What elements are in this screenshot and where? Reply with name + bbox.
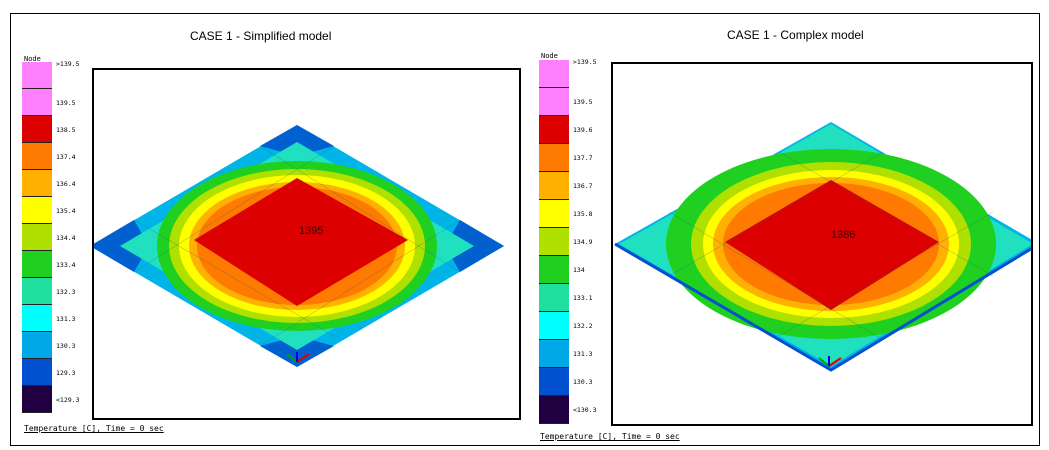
axis-triad bbox=[286, 352, 310, 363]
legend-swatch bbox=[539, 284, 569, 312]
legend-value: 134.9 bbox=[573, 238, 593, 246]
legend-swatch bbox=[22, 143, 52, 170]
figure-frame bbox=[10, 13, 1040, 446]
legend-swatch bbox=[22, 197, 52, 224]
temperature-contour-plot: 1386 bbox=[614, 122, 1031, 372]
legend-value: 134 bbox=[573, 266, 585, 274]
contour-plot-area: 1386 bbox=[611, 62, 1033, 426]
legend-swatch bbox=[22, 305, 52, 332]
legend-value: 139.5 bbox=[56, 98, 76, 107]
legend-value: >139.5 bbox=[573, 58, 597, 66]
legend-swatch bbox=[539, 172, 569, 200]
mesh-lines bbox=[668, 151, 994, 341]
legend-value: <129.3 bbox=[56, 395, 80, 404]
legend-swatch bbox=[22, 332, 52, 359]
legend-swatch bbox=[539, 200, 569, 228]
legend-value: 130.3 bbox=[56, 341, 76, 350]
legend-value: 136.7 bbox=[573, 182, 593, 190]
legend-swatch bbox=[22, 89, 52, 116]
legend-value: 136.4 bbox=[56, 179, 76, 188]
legend-swatch bbox=[22, 359, 52, 386]
contour-plot-area: 1395 bbox=[92, 68, 521, 420]
legend-swatch bbox=[539, 396, 569, 424]
legend-node-label: Node bbox=[24, 55, 41, 63]
legend-value: 131.3 bbox=[56, 314, 76, 323]
temperature-contour-plot: 1395 bbox=[94, 125, 504, 367]
legend-swatch bbox=[22, 386, 52, 413]
legend-value: 137.4 bbox=[56, 152, 76, 161]
axis-triad bbox=[818, 356, 842, 367]
legend-value: 139.5 bbox=[573, 98, 593, 106]
legend-swatch bbox=[539, 88, 569, 116]
result-caption: Temperature [C], Time = 0 sec bbox=[540, 432, 680, 441]
legend-swatch bbox=[539, 340, 569, 368]
legend-value: 132.3 bbox=[56, 287, 76, 296]
legend-swatch bbox=[22, 62, 52, 89]
legend-value: >139.5 bbox=[56, 60, 80, 68]
legend-node-label: Node bbox=[541, 52, 558, 60]
legend-value: 129.3 bbox=[56, 368, 76, 377]
legend-value: 133.1 bbox=[573, 294, 593, 302]
legend-value: 139.6 bbox=[573, 126, 593, 134]
band-red-center bbox=[194, 178, 408, 306]
legend-swatch bbox=[539, 116, 569, 144]
corner-right bbox=[445, 220, 504, 272]
corner-top bbox=[260, 125, 334, 156]
legend-swatch bbox=[539, 312, 569, 340]
legend-value: 134.4 bbox=[56, 233, 76, 242]
legend-swatch bbox=[539, 60, 569, 88]
legend-value: 137.7 bbox=[573, 154, 593, 162]
legend-value: 138.5 bbox=[56, 125, 76, 134]
legend-swatch bbox=[22, 116, 52, 143]
legend-swatch bbox=[539, 144, 569, 172]
center-node-label: 1386 bbox=[831, 229, 855, 241]
legend-swatch bbox=[539, 256, 569, 284]
legend-value: 133.4 bbox=[56, 260, 76, 269]
corner-bottom bbox=[260, 336, 334, 367]
plate-edge bbox=[614, 242, 1031, 372]
legend-value: 135.8 bbox=[573, 210, 593, 218]
legend-value: 130.3 bbox=[573, 378, 593, 386]
panel-title: CASE 1 - Complex model bbox=[727, 28, 864, 42]
legend-swatch bbox=[22, 224, 52, 251]
result-caption: Temperature [C], Time = 0 sec bbox=[24, 424, 164, 433]
legend-value: 132.2 bbox=[573, 322, 593, 330]
legend-swatch bbox=[22, 251, 52, 278]
panel-title: CASE 1 - Simplified model bbox=[190, 29, 332, 43]
center-node-label: 1395 bbox=[299, 225, 323, 237]
legend-value: 131.3 bbox=[573, 350, 593, 358]
legend-value: 135.4 bbox=[56, 206, 76, 215]
legend-swatch bbox=[22, 170, 52, 197]
legend-swatch bbox=[539, 228, 569, 256]
mesh-lines bbox=[133, 145, 461, 347]
legend-swatch bbox=[539, 368, 569, 396]
legend-swatch bbox=[22, 278, 52, 305]
legend-value: <130.3 bbox=[573, 406, 597, 414]
